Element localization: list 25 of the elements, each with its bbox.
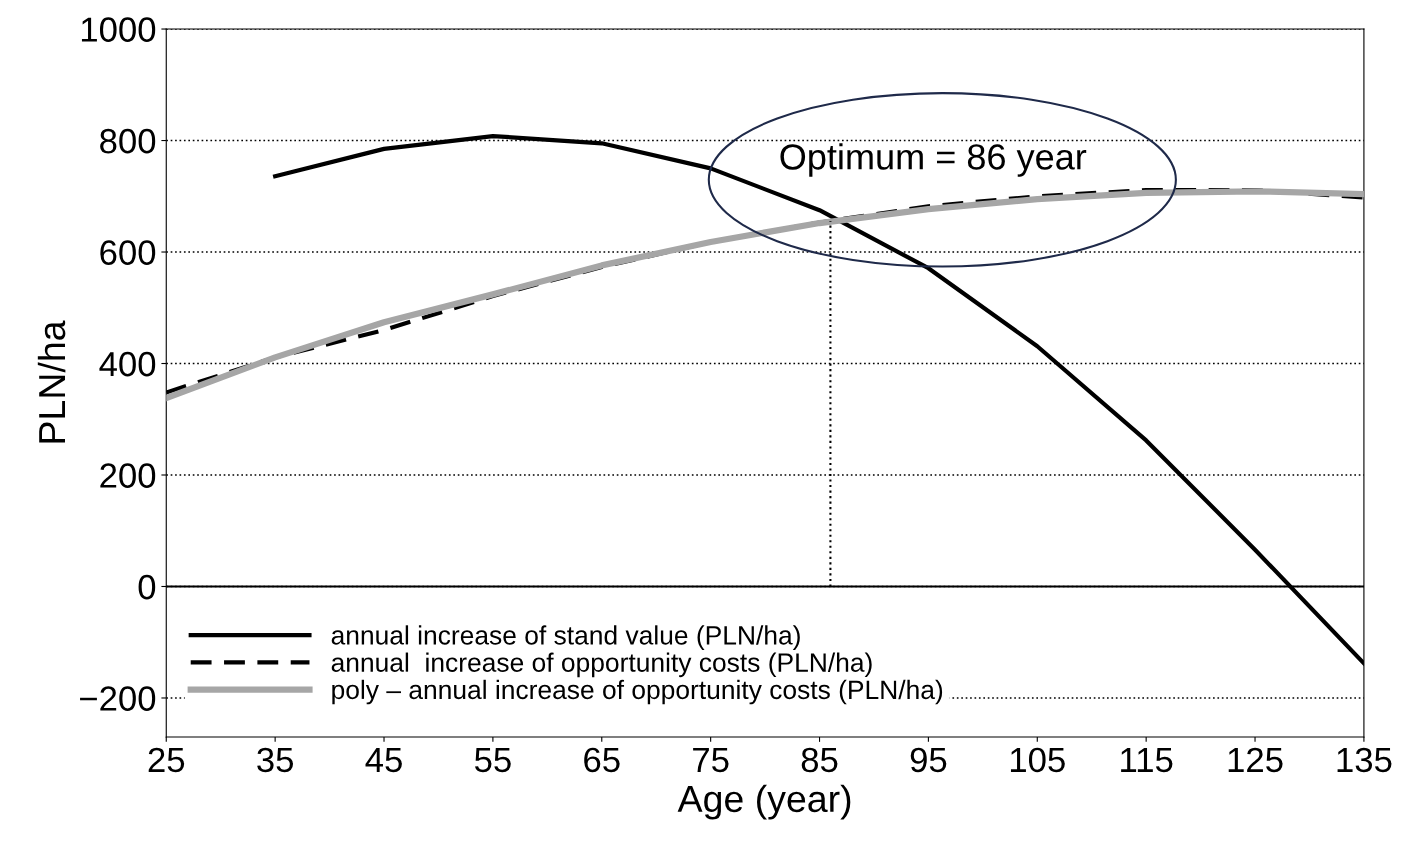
- y-axis-title: PLN/ha: [37, 320, 66, 443]
- x-tick-label: 105: [1010, 747, 1065, 773]
- x-tick-label: 25: [148, 747, 185, 773]
- x-tick-label: 125: [1228, 747, 1283, 773]
- y-tick-label: −200: [80, 686, 156, 711]
- y-tick-label: 600: [100, 240, 156, 265]
- x-axis-title: Age (year): [677, 784, 851, 820]
- y-tick-label: 400: [99, 351, 156, 377]
- legend-label: annual increase of opportunity costs (PLN/ha): [331, 652, 872, 678]
- annotation: Optimum = 86 year: [780, 143, 1087, 177]
- legend-label: poly – annual increase of opportunity costs (PLN/ha): [332, 679, 943, 705]
- x-tick-label: 85: [801, 747, 838, 773]
- x-tick-label: 115: [1121, 748, 1173, 773]
- y-tick-label: 1000: [81, 17, 156, 42]
- y-tick-label: 800: [100, 128, 156, 154]
- x-tick-label: 55: [474, 748, 511, 773]
- y-tick-label: 200: [100, 463, 156, 488]
- x-tick-label: 45: [365, 748, 402, 773]
- x-tick-label: 95: [910, 747, 947, 773]
- x-tick-label: 75: [693, 748, 729, 773]
- legend-label: annual increase of stand value (PLN/ha): [331, 625, 800, 650]
- x-tick-label: 135: [1337, 747, 1392, 773]
- y-tick-label: 0: [138, 574, 156, 600]
- x-tick-label: 65: [584, 747, 620, 773]
- x-tick-label: 35: [257, 747, 293, 773]
